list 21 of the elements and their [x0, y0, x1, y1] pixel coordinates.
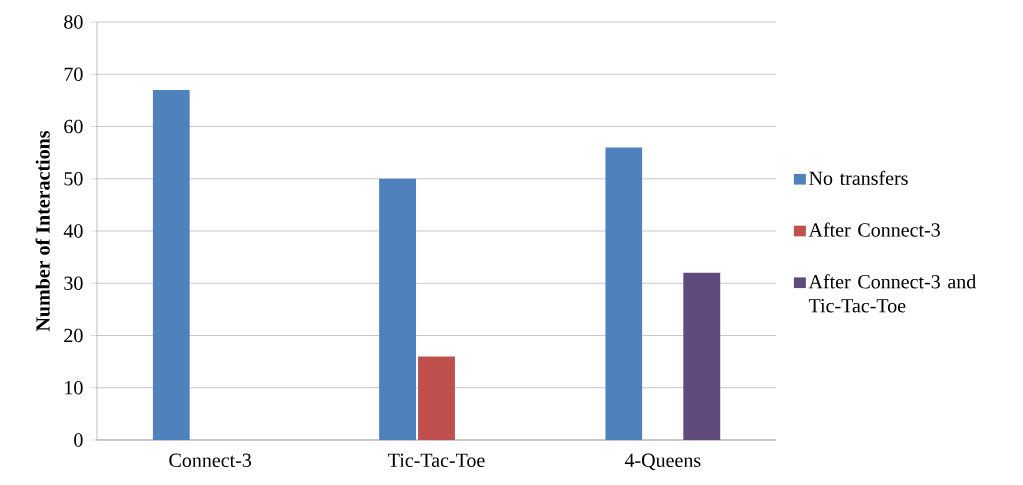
y-tick-label: 0: [74, 433, 83, 447]
y-tick-label: 80: [64, 15, 83, 29]
y-tick-label: 60: [64, 119, 83, 134]
x-tick-label: 4-Queens: [624, 453, 701, 471]
y-axis-title: Number of Interactions: [35, 130, 50, 332]
bar: [379, 178, 417, 440]
y-tick-label: 20: [64, 328, 83, 343]
legend-label: After Connect-3 and Tic-Tac-Toe: [808, 274, 976, 313]
y-tick-label: 40: [63, 224, 83, 238]
x-tick-label: Connect-3: [169, 453, 252, 468]
bar: [152, 89, 190, 440]
y-tick-label: 10: [65, 381, 83, 395]
x-tick-label: Tic-Tac-Toe: [388, 453, 485, 468]
bar: [683, 272, 721, 440]
legend-label: No transfers: [809, 170, 908, 185]
bar: [418, 356, 455, 440]
y-tick-label: 30: [64, 276, 83, 290]
y-tick-label: 50: [64, 172, 83, 186]
legend-label: After Connect-3: [808, 222, 940, 237]
y-tick-label: 70: [64, 67, 83, 81]
bar: [605, 147, 643, 440]
